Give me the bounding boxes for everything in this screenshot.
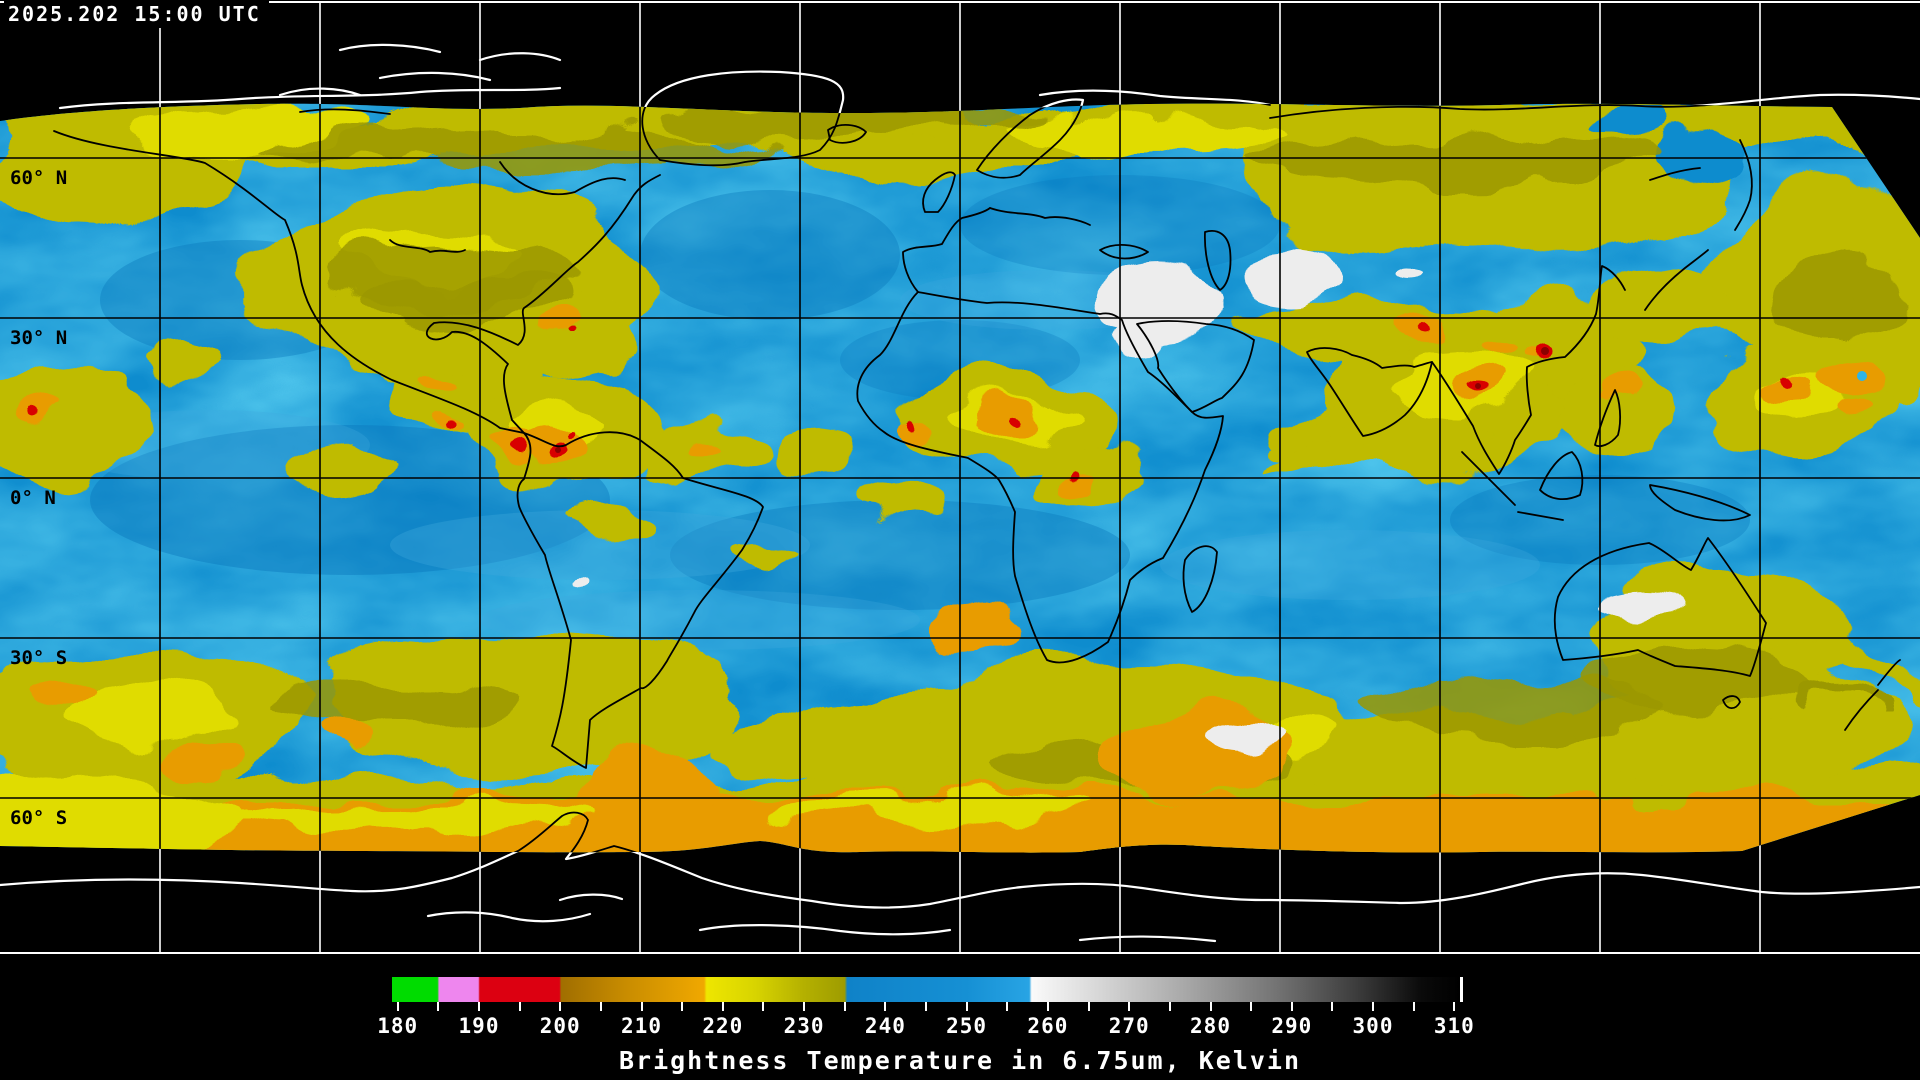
latitude-labels: 60° N 30° N 0° N 30° S 60° S: [10, 167, 67, 829]
latitude-label: 30° S: [10, 647, 67, 669]
colorbar-tick: [437, 1002, 440, 1011]
colorbar-tick: [518, 1002, 521, 1011]
latitude-label: 60° S: [10, 807, 67, 829]
bottom-band-yellow-streaks: [0, 780, 1090, 853]
colorbar-tick: [1128, 1002, 1131, 1011]
colorbar-tick-label: 190: [458, 1014, 500, 1038]
latitude-label: 0° N: [10, 487, 56, 509]
colorbar-tick: [1209, 1002, 1212, 1011]
colorbar-tick: [1290, 1002, 1293, 1011]
colorbar-tick: [559, 1002, 562, 1011]
colorbar-title: Brightness Temperature in 6.75um, Kelvin: [618, 1046, 1302, 1075]
colorbar: 180 190 200 210 220 230 240 250 260 270 280 290 300 3…: [377, 977, 1474, 1038]
colorbar-tick-label: 280: [1190, 1014, 1231, 1038]
ocean-gaps: [1595, 112, 1738, 181]
colorbar-tick: [803, 1002, 806, 1011]
colorbar-tick: [1087, 1002, 1090, 1011]
colorbar-tick: [884, 1002, 887, 1011]
colorbar-tick: [721, 1002, 724, 1011]
colorbar-tick: [1372, 1002, 1374, 1011]
embedded-blue-dot: [1857, 371, 1867, 381]
colorbar-tick: [599, 1002, 602, 1011]
coldest-tops-darkred: [555, 347, 1549, 453]
latitude-label: 60° N: [10, 167, 67, 189]
colorbar-tick-label: 260: [1027, 1014, 1069, 1038]
colorbar-tick-label: 310: [1433, 1014, 1475, 1038]
colorbar-tick: [1331, 1002, 1334, 1011]
colorbar-tick-label: 220: [702, 1014, 744, 1038]
colorbar-tick: [843, 1002, 846, 1011]
colorbar-tick-label: 270: [1108, 1014, 1150, 1038]
colorbar-tick-label: 200: [539, 1014, 581, 1038]
colorbar-tick-label: 250: [946, 1014, 988, 1038]
colorbar-tick-label: 290: [1271, 1014, 1313, 1038]
colorbar-tick-label: 180: [377, 1014, 419, 1038]
latitude-label: 30° N: [10, 327, 67, 349]
colorbar-tick: [478, 1002, 480, 1011]
colorbar-tick: [640, 1002, 643, 1011]
colorbar-tick: [925, 1002, 927, 1011]
colorbar-tick: [965, 1002, 968, 1011]
colorbar-tick: [1412, 1002, 1415, 1011]
colorbar-tick-label: 230: [783, 1014, 825, 1038]
colorbar-tick: [762, 1002, 765, 1011]
colorbar-tick: [1250, 1002, 1253, 1011]
colorbar-tick-label: 300: [1352, 1014, 1394, 1038]
colorbar-tick: [681, 1002, 684, 1011]
colorbar-tick: [1046, 1002, 1049, 1011]
colorbar-tick: [1006, 1002, 1009, 1011]
colorbar-tick: [1453, 1002, 1456, 1011]
colorbar-tick-label: 240: [864, 1014, 906, 1038]
colorbar-tick-label: 210: [621, 1014, 662, 1038]
colorbar-tick: [1168, 1002, 1171, 1011]
colorbar-tick: [396, 1002, 399, 1011]
grid-lines-dark: [0, 103, 1920, 853]
timestamp: 2025.202 15:00 UTC: [4, 0, 269, 28]
